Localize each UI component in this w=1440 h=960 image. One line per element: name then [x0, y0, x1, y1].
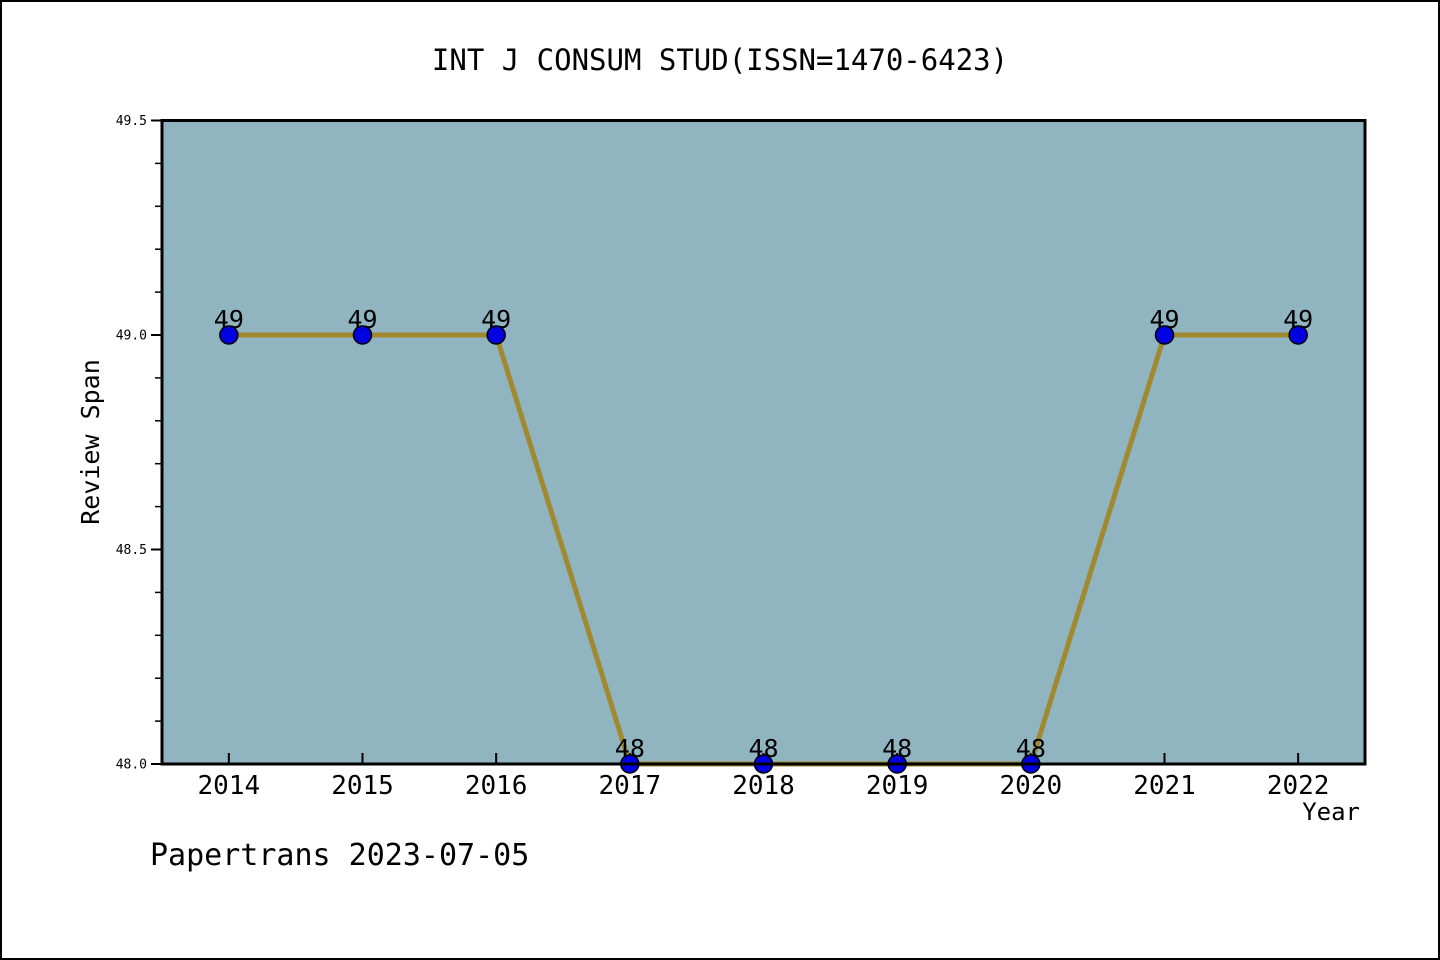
plot-border — [160, 119, 1367, 766]
data-point-label: 49 — [214, 305, 244, 334]
data-point-marker — [352, 325, 373, 345]
x-axis-tick-label: 2016 — [465, 771, 528, 801]
y-axis-tick-label: 48.0 — [116, 758, 147, 773]
y-axis-tick-label: 48.5 — [116, 543, 147, 558]
data-point-label: 48 — [748, 734, 778, 763]
x-axis-title: Year — [1302, 798, 1360, 826]
x-axis-tick-label: 2017 — [599, 771, 662, 801]
data-point-label: 49 — [1149, 305, 1179, 334]
y-axis-tick-label: 49.0 — [116, 329, 147, 344]
plot-area-background — [162, 120, 1365, 764]
data-point-label: 48 — [882, 734, 912, 763]
y-axis-title: Review Span — [76, 359, 105, 525]
x-axis-tick-label: 2020 — [1000, 771, 1063, 801]
data-point-label: 48 — [615, 734, 645, 763]
watermark-text: Papertrans 2023-07-05 — [150, 838, 530, 873]
data-point-label: 49 — [347, 305, 377, 334]
data-point-label: 49 — [1283, 305, 1313, 334]
data-point-marker — [486, 325, 506, 345]
data-point-label: 49 — [481, 305, 511, 334]
data-point-marker — [219, 325, 239, 345]
x-axis-tick-label: 2019 — [866, 771, 929, 801]
x-axis-tick-label: 2021 — [1133, 771, 1196, 801]
data-point-label: 48 — [1016, 734, 1046, 763]
y-axis-tick-label: 49.5 — [116, 114, 147, 129]
data-point-marker — [1154, 325, 1175, 345]
data-point-marker — [1288, 325, 1308, 345]
x-axis-tick-label: 2014 — [198, 771, 261, 801]
x-axis-tick-label: 2018 — [732, 771, 795, 801]
x-axis-tick-label: 2015 — [331, 771, 394, 801]
chart-title: INT J CONSUM STUD(ISSN=1470-6423) — [431, 43, 1009, 77]
x-axis-tick-label: 2022 — [1267, 771, 1330, 801]
